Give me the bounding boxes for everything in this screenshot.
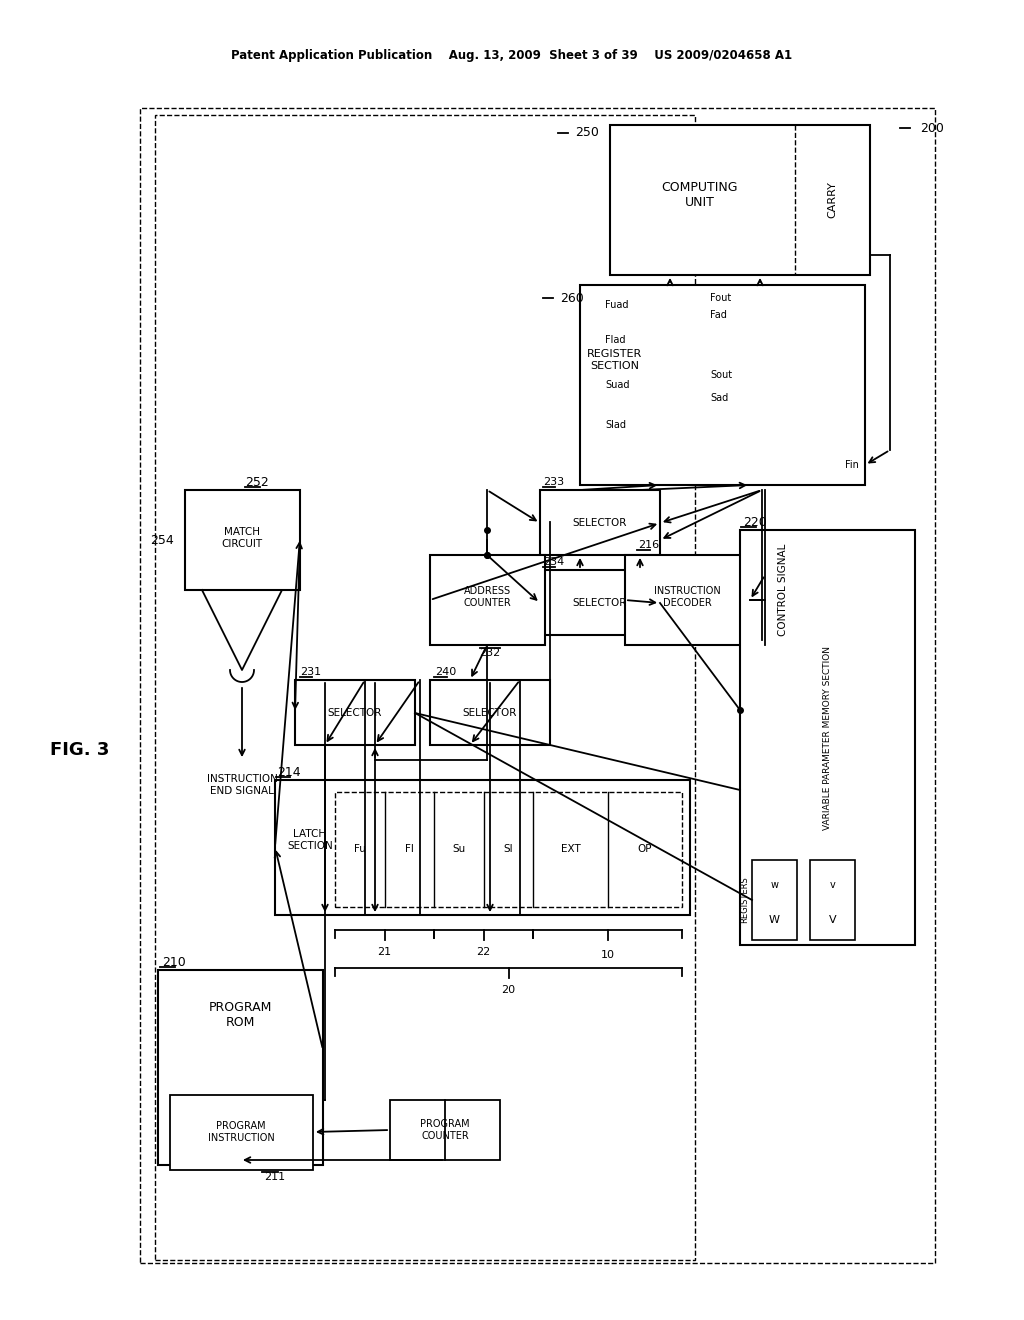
Text: REGISTER
SECTION: REGISTER SECTION bbox=[588, 350, 643, 371]
Text: 22: 22 bbox=[476, 946, 490, 957]
Text: PROGRAM
ROM: PROGRAM ROM bbox=[208, 1001, 271, 1030]
Text: 233: 233 bbox=[543, 477, 564, 487]
Text: Fin: Fin bbox=[845, 459, 859, 470]
Text: Fad: Fad bbox=[710, 310, 727, 319]
Text: 210: 210 bbox=[162, 956, 185, 969]
Text: V: V bbox=[828, 915, 837, 925]
Text: 232: 232 bbox=[479, 648, 501, 657]
Bar bbox=[170, 1096, 313, 1170]
Text: 254: 254 bbox=[151, 533, 174, 546]
Text: CONTROL SIGNAL: CONTROL SIGNAL bbox=[778, 544, 788, 636]
Text: PROGRAM
COUNTER: PROGRAM COUNTER bbox=[420, 1119, 470, 1140]
Bar bbox=[540, 490, 660, 554]
Text: REGISTERS: REGISTERS bbox=[740, 876, 750, 924]
Bar bbox=[810, 861, 855, 940]
Text: 214: 214 bbox=[278, 766, 301, 779]
Text: 220: 220 bbox=[743, 516, 767, 528]
Text: SELECTOR: SELECTOR bbox=[328, 708, 382, 718]
Text: 252: 252 bbox=[245, 475, 268, 488]
Bar bbox=[430, 680, 550, 744]
Bar bbox=[752, 861, 797, 940]
Text: 260: 260 bbox=[560, 292, 584, 305]
Text: Suad: Suad bbox=[605, 380, 630, 389]
Text: EXT: EXT bbox=[560, 845, 581, 854]
Text: 10: 10 bbox=[601, 950, 614, 960]
Text: INSTRUCTION
END SIGNAL: INSTRUCTION END SIGNAL bbox=[207, 775, 278, 796]
Bar bbox=[275, 780, 690, 915]
Text: 211: 211 bbox=[264, 1172, 286, 1181]
Text: 234: 234 bbox=[543, 557, 564, 568]
Text: VARIABLE PARAMETER MEMORY SECTION: VARIABLE PARAMETER MEMORY SECTION bbox=[823, 645, 831, 829]
Bar bbox=[295, 680, 415, 744]
Bar bbox=[625, 554, 750, 645]
Text: PROGRAM
INSTRUCTION: PROGRAM INSTRUCTION bbox=[208, 1121, 274, 1143]
Text: W: W bbox=[769, 915, 780, 925]
Bar bbox=[580, 285, 865, 484]
Text: Sout: Sout bbox=[710, 370, 732, 380]
Bar bbox=[155, 115, 695, 1261]
Text: 216: 216 bbox=[638, 540, 659, 550]
Text: 231: 231 bbox=[300, 667, 322, 677]
Text: Fout: Fout bbox=[710, 293, 731, 304]
Bar bbox=[185, 490, 300, 590]
Text: Fuad: Fuad bbox=[605, 300, 629, 310]
Bar bbox=[390, 1100, 500, 1160]
Text: LATCH
SECTION: LATCH SECTION bbox=[287, 829, 333, 851]
Bar bbox=[140, 108, 935, 1263]
Bar bbox=[540, 570, 660, 635]
Text: OP: OP bbox=[638, 845, 652, 854]
Text: Su: Su bbox=[453, 845, 466, 854]
Text: Sad: Sad bbox=[710, 393, 728, 403]
Text: Flad: Flad bbox=[605, 335, 626, 345]
Text: v: v bbox=[829, 880, 836, 890]
Text: INSTRUCTION
DECODER: INSTRUCTION DECODER bbox=[653, 586, 720, 607]
Bar bbox=[610, 125, 870, 275]
Text: Fu: Fu bbox=[354, 845, 366, 854]
Bar bbox=[158, 970, 323, 1166]
Text: SELECTOR: SELECTOR bbox=[463, 708, 517, 718]
Text: 250: 250 bbox=[575, 127, 599, 140]
Text: 200: 200 bbox=[920, 121, 944, 135]
Text: FIG. 3: FIG. 3 bbox=[50, 741, 110, 759]
Text: CARRY: CARRY bbox=[827, 182, 837, 218]
Text: 21: 21 bbox=[378, 946, 391, 957]
Text: ADDRESS
COUNTER: ADDRESS COUNTER bbox=[463, 586, 511, 607]
Text: 20: 20 bbox=[502, 985, 515, 995]
Bar bbox=[740, 531, 915, 945]
Text: Fl: Fl bbox=[404, 845, 414, 854]
Text: Sl: Sl bbox=[504, 845, 513, 854]
Text: Slad: Slad bbox=[605, 420, 626, 430]
Text: w: w bbox=[770, 880, 778, 890]
Bar bbox=[430, 554, 545, 645]
Text: 240: 240 bbox=[435, 667, 457, 677]
Text: COMPUTING
UNIT: COMPUTING UNIT bbox=[662, 181, 738, 209]
Text: SELECTOR: SELECTOR bbox=[572, 598, 627, 609]
Text: MATCH
CIRCUIT: MATCH CIRCUIT bbox=[221, 527, 262, 549]
Text: Patent Application Publication    Aug. 13, 2009  Sheet 3 of 39    US 2009/020465: Patent Application Publication Aug. 13, … bbox=[231, 49, 793, 62]
Bar bbox=[335, 792, 682, 907]
Text: SELECTOR: SELECTOR bbox=[572, 517, 627, 528]
